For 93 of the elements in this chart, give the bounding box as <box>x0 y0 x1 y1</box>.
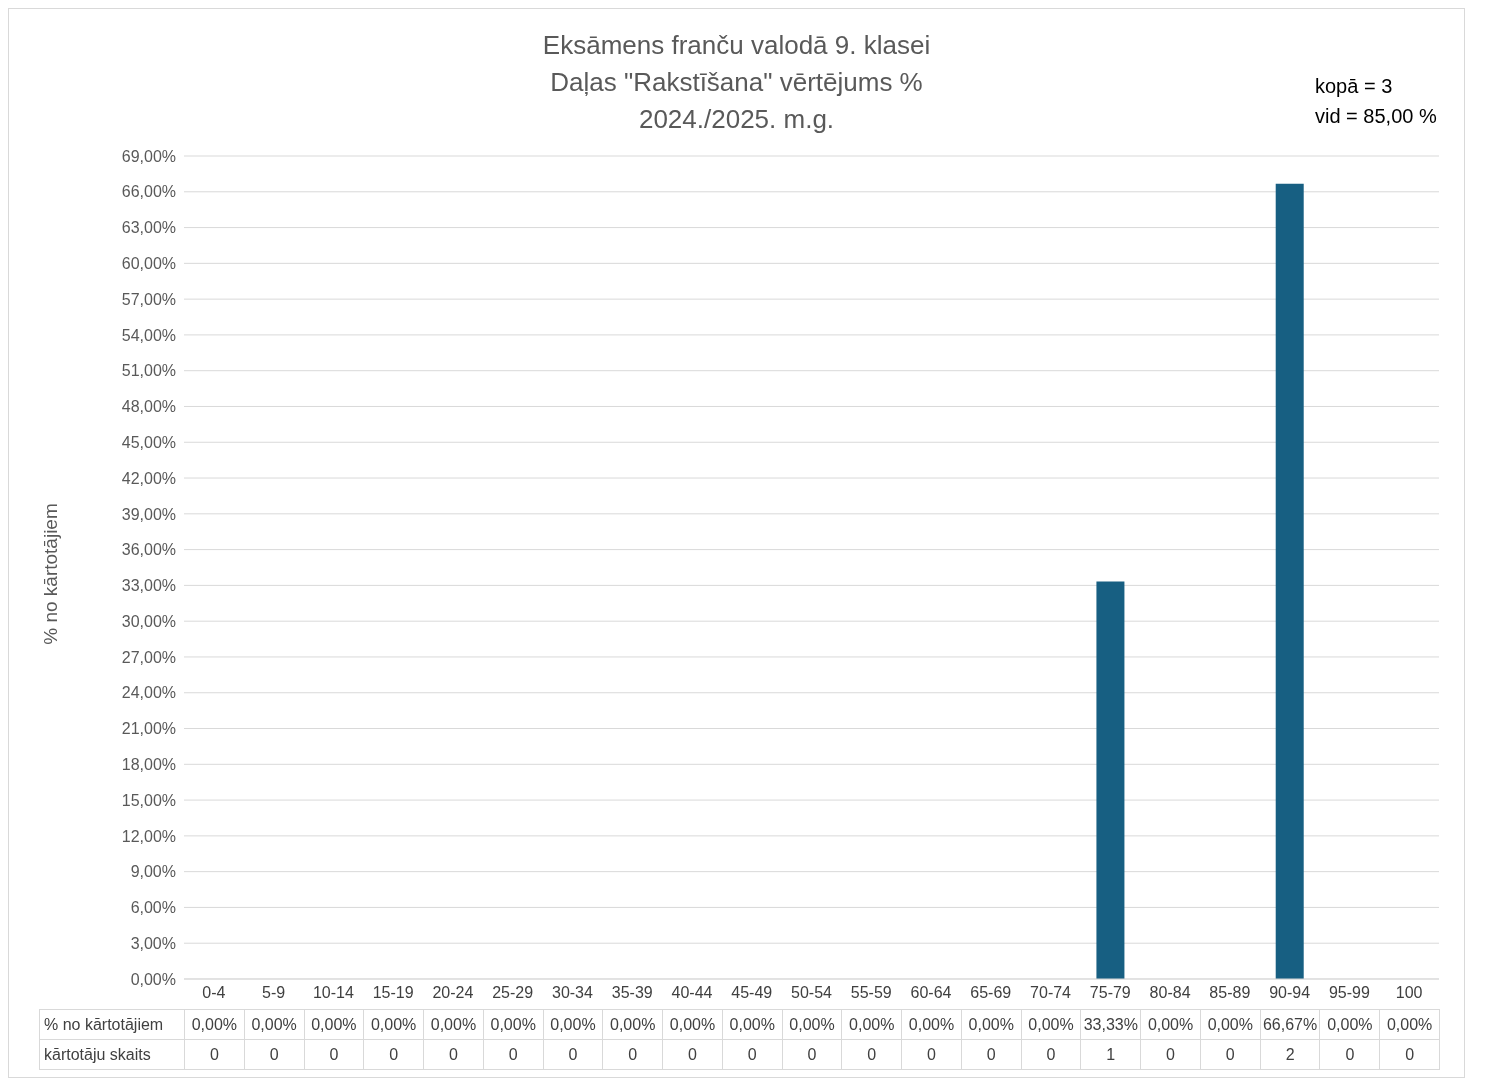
x-tick-label: 10-14 <box>312 984 354 1002</box>
text: 0 <box>482 1039 544 1070</box>
x-tick-label: 75-79 <box>1089 984 1131 1002</box>
y-axis-title: % no kārtotājiem <box>40 503 62 645</box>
y-tick-label: 57,00% <box>121 290 176 308</box>
data-label: 0,00% <box>1379 1009 1440 1040</box>
text: kopā = 3 vid = 85,00 % <box>1315 74 1437 129</box>
x-tick-label: 15-19 <box>372 984 414 1002</box>
y-tick-label: 39,00% <box>121 505 176 523</box>
x-tick-label: 0-4 <box>202 984 226 1002</box>
text: 0 <box>960 1039 1022 1070</box>
text: 0 <box>1140 1039 1201 1070</box>
x-tick-label: 5-9 <box>262 984 286 1002</box>
data-label: 33,33% <box>1080 1009 1142 1040</box>
data-label: 0,00% <box>1319 1009 1381 1040</box>
data-label: 0,00% <box>542 1009 604 1040</box>
y-tick-label: 60,00% <box>121 255 176 273</box>
text: 0 <box>243 1039 305 1070</box>
y-tick-label: 3,00% <box>130 934 176 952</box>
data-label: 0,00% <box>602 1009 664 1040</box>
y-tick-label: 69,00% <box>121 147 176 165</box>
text: 2 <box>1259 1039 1321 1070</box>
data-label: 0,00% <box>482 1009 544 1040</box>
text: 0 <box>184 1039 245 1070</box>
x-tick-label: 65-69 <box>970 984 1012 1002</box>
x-tick-label: 80-84 <box>1149 984 1191 1002</box>
y-tick-label: 42,00% <box>121 469 176 487</box>
x-tick-label: 90-94 <box>1269 984 1311 1002</box>
x-tick-label: 45-49 <box>731 984 773 1002</box>
data-label: 0,00% <box>363 1009 425 1040</box>
text: 0 <box>602 1039 664 1070</box>
x-tick-label: 35-39 <box>611 984 653 1002</box>
data-label: 0,00% <box>901 1009 962 1040</box>
x-tick-label: 20-24 <box>432 984 474 1002</box>
data-label: 0,00% <box>721 1009 783 1040</box>
x-tick-label: 50-54 <box>791 984 833 1002</box>
y-tick-label: 9,00% <box>130 863 176 881</box>
text: 0 <box>662 1039 723 1070</box>
data-label: 0,00% <box>243 1009 305 1040</box>
text: 0 <box>423 1039 484 1070</box>
text: 0 <box>781 1039 843 1070</box>
data-label: 0,00% <box>662 1009 723 1040</box>
text: 0 <box>1319 1039 1381 1070</box>
text: 0 <box>901 1039 962 1070</box>
text: 0 <box>363 1039 425 1070</box>
text: % no kārtotājiem <box>39 1009 185 1040</box>
text: 0 <box>303 1039 365 1070</box>
x-tick-label: 30-34 <box>551 984 594 1002</box>
chart-title: Eksāmens franču valodā 9. klasei <box>541 29 932 62</box>
chart-subtitle: Daļas "Rakstīšana" vērtējums % 2024./2025. m.g. <box>550 67 923 134</box>
text: 0 <box>1020 1039 1082 1070</box>
text: 0 <box>1199 1039 1261 1070</box>
y-tick-label: 15,00% <box>121 791 176 809</box>
y-tick-label: 21,00% <box>121 720 176 738</box>
data-label: 0,00% <box>841 1009 903 1040</box>
data-label: 0,00% <box>184 1009 245 1040</box>
text: 0 <box>1379 1039 1440 1070</box>
data-label: 0,00% <box>1140 1009 1201 1040</box>
x-tick-label: 95-99 <box>1328 984 1370 1002</box>
data-label: 0,00% <box>781 1009 843 1040</box>
data-label: 66,67% <box>1259 1009 1321 1040</box>
x-tick-label: 25-29 <box>492 984 534 1002</box>
text: kārtotāju skaits <box>39 1039 185 1070</box>
y-tick-label: 45,00% <box>121 433 176 451</box>
x-tick-label: 55-59 <box>850 984 892 1002</box>
data-label: 0,00% <box>1020 1009 1082 1040</box>
y-tick-label: 12,00% <box>121 827 176 845</box>
text: 0 <box>542 1039 604 1070</box>
x-tick-label: 70-74 <box>1030 984 1072 1002</box>
y-tick-label: 18,00% <box>121 755 176 773</box>
x-tick-label: 40-44 <box>671 984 713 1002</box>
x-tick-label: 100 <box>1395 984 1423 1002</box>
y-tick-label: 6,00% <box>130 899 176 917</box>
x-tick-label: 60-64 <box>910 984 952 1002</box>
data-label: 0,00% <box>423 1009 484 1040</box>
y-tick-label: 54,00% <box>121 326 176 344</box>
y-tick-label: 63,00% <box>121 219 176 237</box>
y-tick-label: 27,00% <box>121 648 176 666</box>
y-tick-label: 36,00% <box>121 541 176 559</box>
data-label: 0,00% <box>1199 1009 1261 1040</box>
data-label: 0,00% <box>303 1009 365 1040</box>
x-tick-label: 85-89 <box>1209 984 1251 1002</box>
text: 0 <box>721 1039 783 1070</box>
y-tick-label: 0,00% <box>130 970 176 988</box>
y-tick-label: 30,00% <box>121 612 176 630</box>
y-tick-label: 66,00% <box>121 183 176 201</box>
y-tick-label: 33,00% <box>121 577 176 595</box>
data-label: 0,00% <box>960 1009 1022 1040</box>
text: 1 <box>1080 1039 1142 1070</box>
y-tick-label: 51,00% <box>121 362 176 380</box>
y-tick-label: 24,00% <box>121 684 176 702</box>
y-tick-label: 48,00% <box>121 398 176 416</box>
text: 0 <box>841 1039 903 1070</box>
